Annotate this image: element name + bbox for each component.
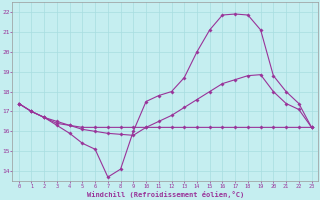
X-axis label: Windchill (Refroidissement éolien,°C): Windchill (Refroidissement éolien,°C) [86,191,244,198]
